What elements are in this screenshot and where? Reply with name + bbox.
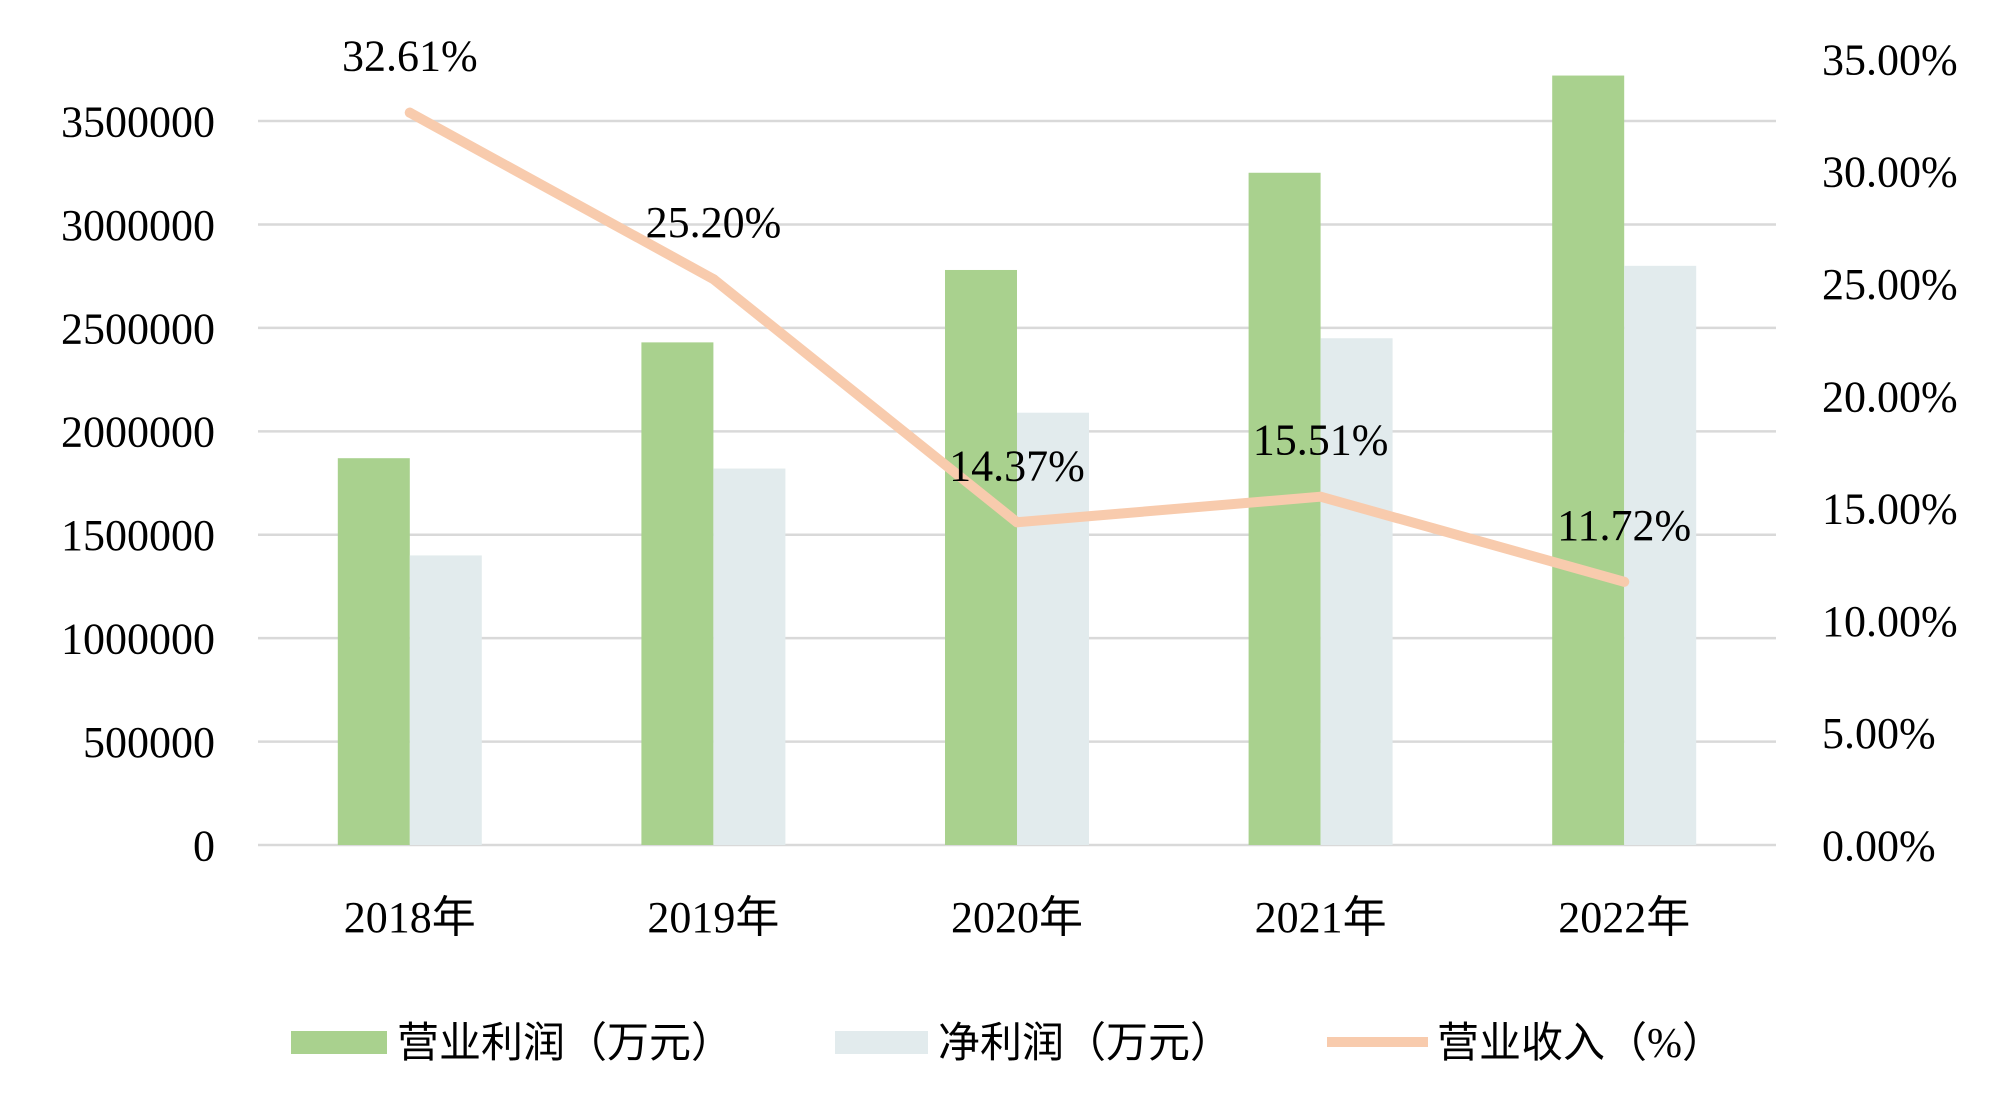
net-profit-bar xyxy=(409,555,482,845)
y2-axis-tick-label: 35.00% xyxy=(1822,35,1958,84)
plot-area: 0 500000 1000000 1500000 2000000 2500000 30000… xyxy=(61,32,1958,942)
y2-axis-tick-label: 20.00% xyxy=(1822,372,1958,421)
legend-swatch-net-profit xyxy=(835,1031,928,1054)
x-axis-tick-label: 2019年 xyxy=(647,893,779,942)
legend-label-net-profit: 净利润（万元） xyxy=(938,1021,1232,1067)
revenue-growth-point xyxy=(708,274,719,285)
y-axis-tick-label: 3000000 xyxy=(61,201,215,250)
revenue-growth-data-label: 14.37% xyxy=(949,441,1085,490)
operating-profit-bar xyxy=(945,269,1017,845)
legend-label-operating-profit: 营业利润（万元） xyxy=(397,1021,733,1067)
operating-profit-bar xyxy=(337,458,410,845)
x-axis-tick-label: 2018年 xyxy=(344,893,476,942)
y2-axis-tick-label: 10.00% xyxy=(1822,597,1958,646)
net-profit-bar xyxy=(713,468,786,845)
y2-axis-tick-label: 30.00% xyxy=(1822,148,1958,197)
x-axis-tick-label: 2020年 xyxy=(951,893,1083,942)
revenue-growth-data-label: 15.51% xyxy=(1253,416,1389,465)
legend-item-net-profit: 净利润（万元） xyxy=(835,1021,1232,1067)
legend-item-operating-profit: 营业利润（万元） xyxy=(291,1021,733,1067)
revenue-growth-data-label: 32.61% xyxy=(342,32,478,81)
legend-label-revenue-growth: 营业收入（%） xyxy=(1437,1021,1724,1067)
net-profit-bar xyxy=(1320,338,1393,845)
y-axis-tick-label: 2000000 xyxy=(61,408,215,457)
operating-profit-bar xyxy=(641,342,714,845)
y-axis-tick-label: 0 xyxy=(193,821,215,870)
y-axis-tick-label: 3500000 xyxy=(61,97,215,146)
revenue-growth-data-label: 11.72% xyxy=(1557,501,1691,550)
net-profit-bar xyxy=(1017,412,1089,845)
y2-axis-tick-label: 0.00% xyxy=(1822,821,1936,870)
operating-profit-bar xyxy=(1248,172,1321,845)
y2-axis-tick-label: 15.00% xyxy=(1822,485,1958,534)
y-axis-tick-label: 1500000 xyxy=(61,511,215,560)
y-axis-tick-label: 1000000 xyxy=(61,615,215,664)
legend-item-revenue-growth: 营业收入（%） xyxy=(1327,1021,1724,1067)
net-profit-bar xyxy=(1624,265,1697,845)
legend: 营业利润（万元） 净利润（万元） 营业收入（%） xyxy=(291,1021,1724,1067)
legend-swatch-operating-profit xyxy=(291,1031,387,1054)
y-axis-tick-label: 2500000 xyxy=(61,304,215,353)
revenue-growth-data-label: 25.20% xyxy=(646,198,782,247)
x-axis-tick-label: 2022年 xyxy=(1558,893,1690,942)
y-axis-tick-label: 500000 xyxy=(83,718,215,767)
y2-axis-tick-label: 5.00% xyxy=(1822,709,1936,758)
revenue-growth-point xyxy=(1619,576,1630,587)
y2-axis-tick-label: 25.00% xyxy=(1822,260,1958,309)
revenue-growth-point xyxy=(1012,517,1022,528)
operating-profit-bar xyxy=(1552,75,1625,846)
x-axis-tick-label: 2021年 xyxy=(1255,893,1387,942)
revenue-growth-point xyxy=(404,107,415,118)
revenue-growth-point xyxy=(1315,491,1326,502)
